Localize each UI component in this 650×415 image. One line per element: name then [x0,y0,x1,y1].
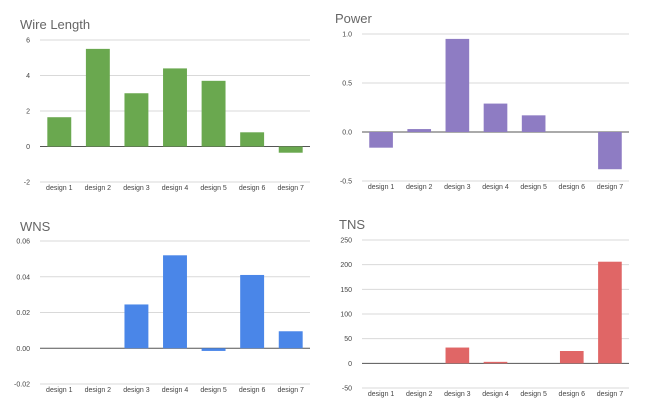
tns-x-tick-label: design 2 [406,391,433,398]
wire-length-x-tick-label: design 5 [200,185,227,192]
tns-x-tick-label: design 3 [444,391,471,398]
power-x-tick-label: design 3 [444,184,471,191]
power-x-tick-label: design 2 [406,184,433,191]
wns-x-tick-label: design 5 [200,387,227,394]
power-chart: Power 1.0 0.5 0.0 -0.5 design 1 design 2 desig… [325,0,650,207]
tns-title: TNS [339,217,365,232]
wire-length-bar [124,93,149,147]
wns-y-tick-label: -0.02 [14,382,30,389]
tns-chart: TNS 250 200 150 100 50 0 -50 design 1 design 2 de… [325,207,650,415]
tns-y-tick-label: 200 [340,262,352,269]
wire-length-bar [201,80,226,147]
wns-y-tick-label: 0.04 [16,274,30,281]
wns-x-tick-label: design 1 [46,387,73,394]
tns-x-tick-label: design 1 [368,391,395,398]
wns-bar [278,331,303,349]
wire-length-bar [47,117,72,147]
tns-y-tick-label: 250 [340,238,352,245]
wns-x-tick-label: design 7 [277,387,304,394]
tns-plot: 250 200 150 100 50 0 -50 design 1 design 2 design… [340,238,629,398]
power-title: Power [335,11,372,26]
wns-bar [201,348,226,351]
wns-x-tick-label: design 6 [239,387,266,394]
tns-bar [559,351,584,364]
wns-x-tick-label: design 2 [85,387,112,394]
wns-y-tick-label: 0.02 [16,310,30,317]
wire-length-y-tick-label: -2 [24,180,30,187]
wns-x-tick-label: design 3 [123,387,150,394]
power-y-tick-label: 0.0 [342,130,352,137]
wire-length-title: Wire Length [20,17,91,32]
tns-x-tick-label: design 7 [597,391,624,398]
tns-y-tick-label: 50 [344,336,352,343]
power-y-tick-label: -0.5 [340,179,352,186]
wire-length-plot: 6 4 2 0 -2 design 1 design 2 design 3 design 4 de… [24,38,310,192]
power-x-tick-label: design 1 [368,184,395,191]
power-bar [598,132,622,170]
wire-length-x-tick-label: design 1 [46,185,73,192]
tns-y-tick-label: 100 [340,312,352,319]
power-bar [483,103,508,132]
wire-length-y-tick-label: 2 [26,109,30,116]
power-plot: 1.0 0.5 0.0 -0.5 design 1 design 2 design 3 des… [340,32,629,191]
wire-length-y-tick-label: 0 [26,144,30,151]
wire-length-x-tick-label: design 2 [85,185,112,192]
wire-length-y-tick-label: 4 [26,73,30,80]
power-bar [407,129,432,132]
wire-length-bar [163,68,187,147]
wire-length-y-tick-label: 6 [26,38,30,45]
wns-plot: 0.06 0.04 0.02 0.00 -0.02 design 1 design 2 des… [14,239,310,394]
wire-length-x-tick-label: design 7 [277,185,304,192]
tns-y-tick-label: 0 [348,361,352,368]
wire-length-x-tick-label: design 3 [123,185,150,192]
tns-x-tick-label: design 4 [482,391,509,398]
wns-chart: WNS 0.06 0.04 0.02 0.00 -0.02 design 1 design … [0,207,325,415]
power-x-tick-label: design 4 [482,184,509,191]
power-bar [445,38,470,132]
tns-x-tick-label: design 5 [520,391,547,398]
wire-length-x-tick-label: design 4 [162,185,189,192]
tns-y-tick-label: 150 [340,287,352,294]
power-y-tick-label: 0.5 [342,81,352,88]
tns-bar [445,347,470,364]
wire-length-chart: Wire Length 6 4 2 0 -2 design 1 design 2 design… [0,0,325,207]
power-x-tick-label: design 6 [559,184,586,191]
tns-x-tick-label: design 6 [559,391,586,398]
wns-bar [240,274,265,349]
wire-length-bar [85,48,110,147]
tns-bar [483,361,508,364]
wns-y-tick-label: 0.06 [16,239,30,246]
power-bar [369,132,393,148]
wns-bar [124,304,149,349]
wns-bar [163,255,187,349]
tns-y-tick-label: -50 [342,386,352,393]
wns-title: WNS [20,219,51,234]
power-x-tick-label: design 5 [520,184,547,191]
wire-length-x-tick-label: design 6 [239,185,266,192]
wns-y-tick-label: 0.00 [16,346,30,353]
tns-bar [598,261,622,364]
power-x-tick-label: design 7 [597,184,624,191]
power-y-tick-label: 1.0 [342,32,352,39]
wire-length-bar [240,132,265,147]
wire-length-bar [278,146,303,153]
power-bar [521,115,546,132]
wns-x-tick-label: design 4 [162,387,189,394]
